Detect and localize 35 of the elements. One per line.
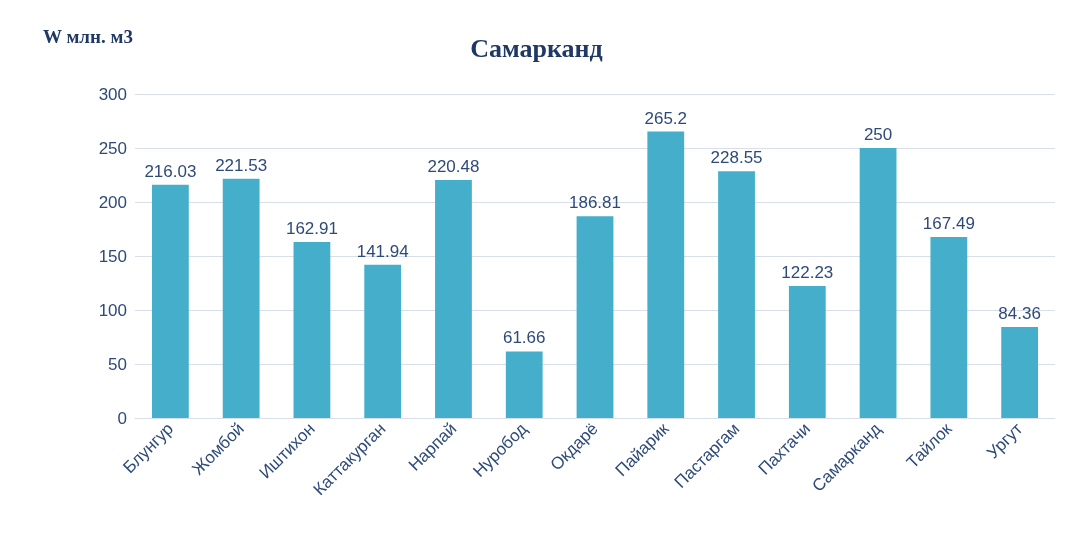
data-label: 228.55 (710, 148, 763, 168)
bar (505, 351, 543, 418)
bar (435, 179, 472, 418)
bar (222, 178, 260, 418)
y-tick-label: 0 (117, 408, 127, 428)
bar (930, 237, 968, 418)
y-axis-title: W млн. м3 (43, 26, 133, 47)
data-label: 167.49 (922, 214, 975, 234)
bar (647, 131, 685, 418)
y-tick-label: 300 (98, 84, 127, 104)
bar (859, 148, 897, 418)
data-label: 220.48 (427, 156, 480, 176)
y-tick-label: 50 (108, 354, 127, 374)
data-label: 186.81 (569, 193, 621, 213)
bar (1001, 326, 1039, 418)
bar (788, 285, 826, 418)
bar (293, 242, 331, 418)
data-label: 122.23 (781, 262, 834, 282)
data-label: 61.66 (502, 328, 546, 348)
bar (151, 184, 189, 418)
bar (718, 171, 755, 418)
y-tick-label: 250 (98, 138, 127, 158)
y-tick-label: 100 (98, 300, 127, 320)
data-label: 162.91 (285, 219, 338, 239)
y-tick-label: 150 (98, 246, 127, 266)
data-label: 221.53 (215, 155, 268, 175)
data-label: 216.03 (144, 161, 197, 181)
y-tick-label: 200 (98, 192, 127, 212)
data-label: 265.2 (644, 108, 688, 128)
chart-title: Самарканд (470, 33, 603, 63)
data-label: 250 (863, 125, 893, 144)
data-label: 84.36 (998, 303, 1041, 323)
bar (576, 216, 614, 418)
bar (364, 264, 402, 418)
data-label: 141.94 (356, 241, 409, 261)
